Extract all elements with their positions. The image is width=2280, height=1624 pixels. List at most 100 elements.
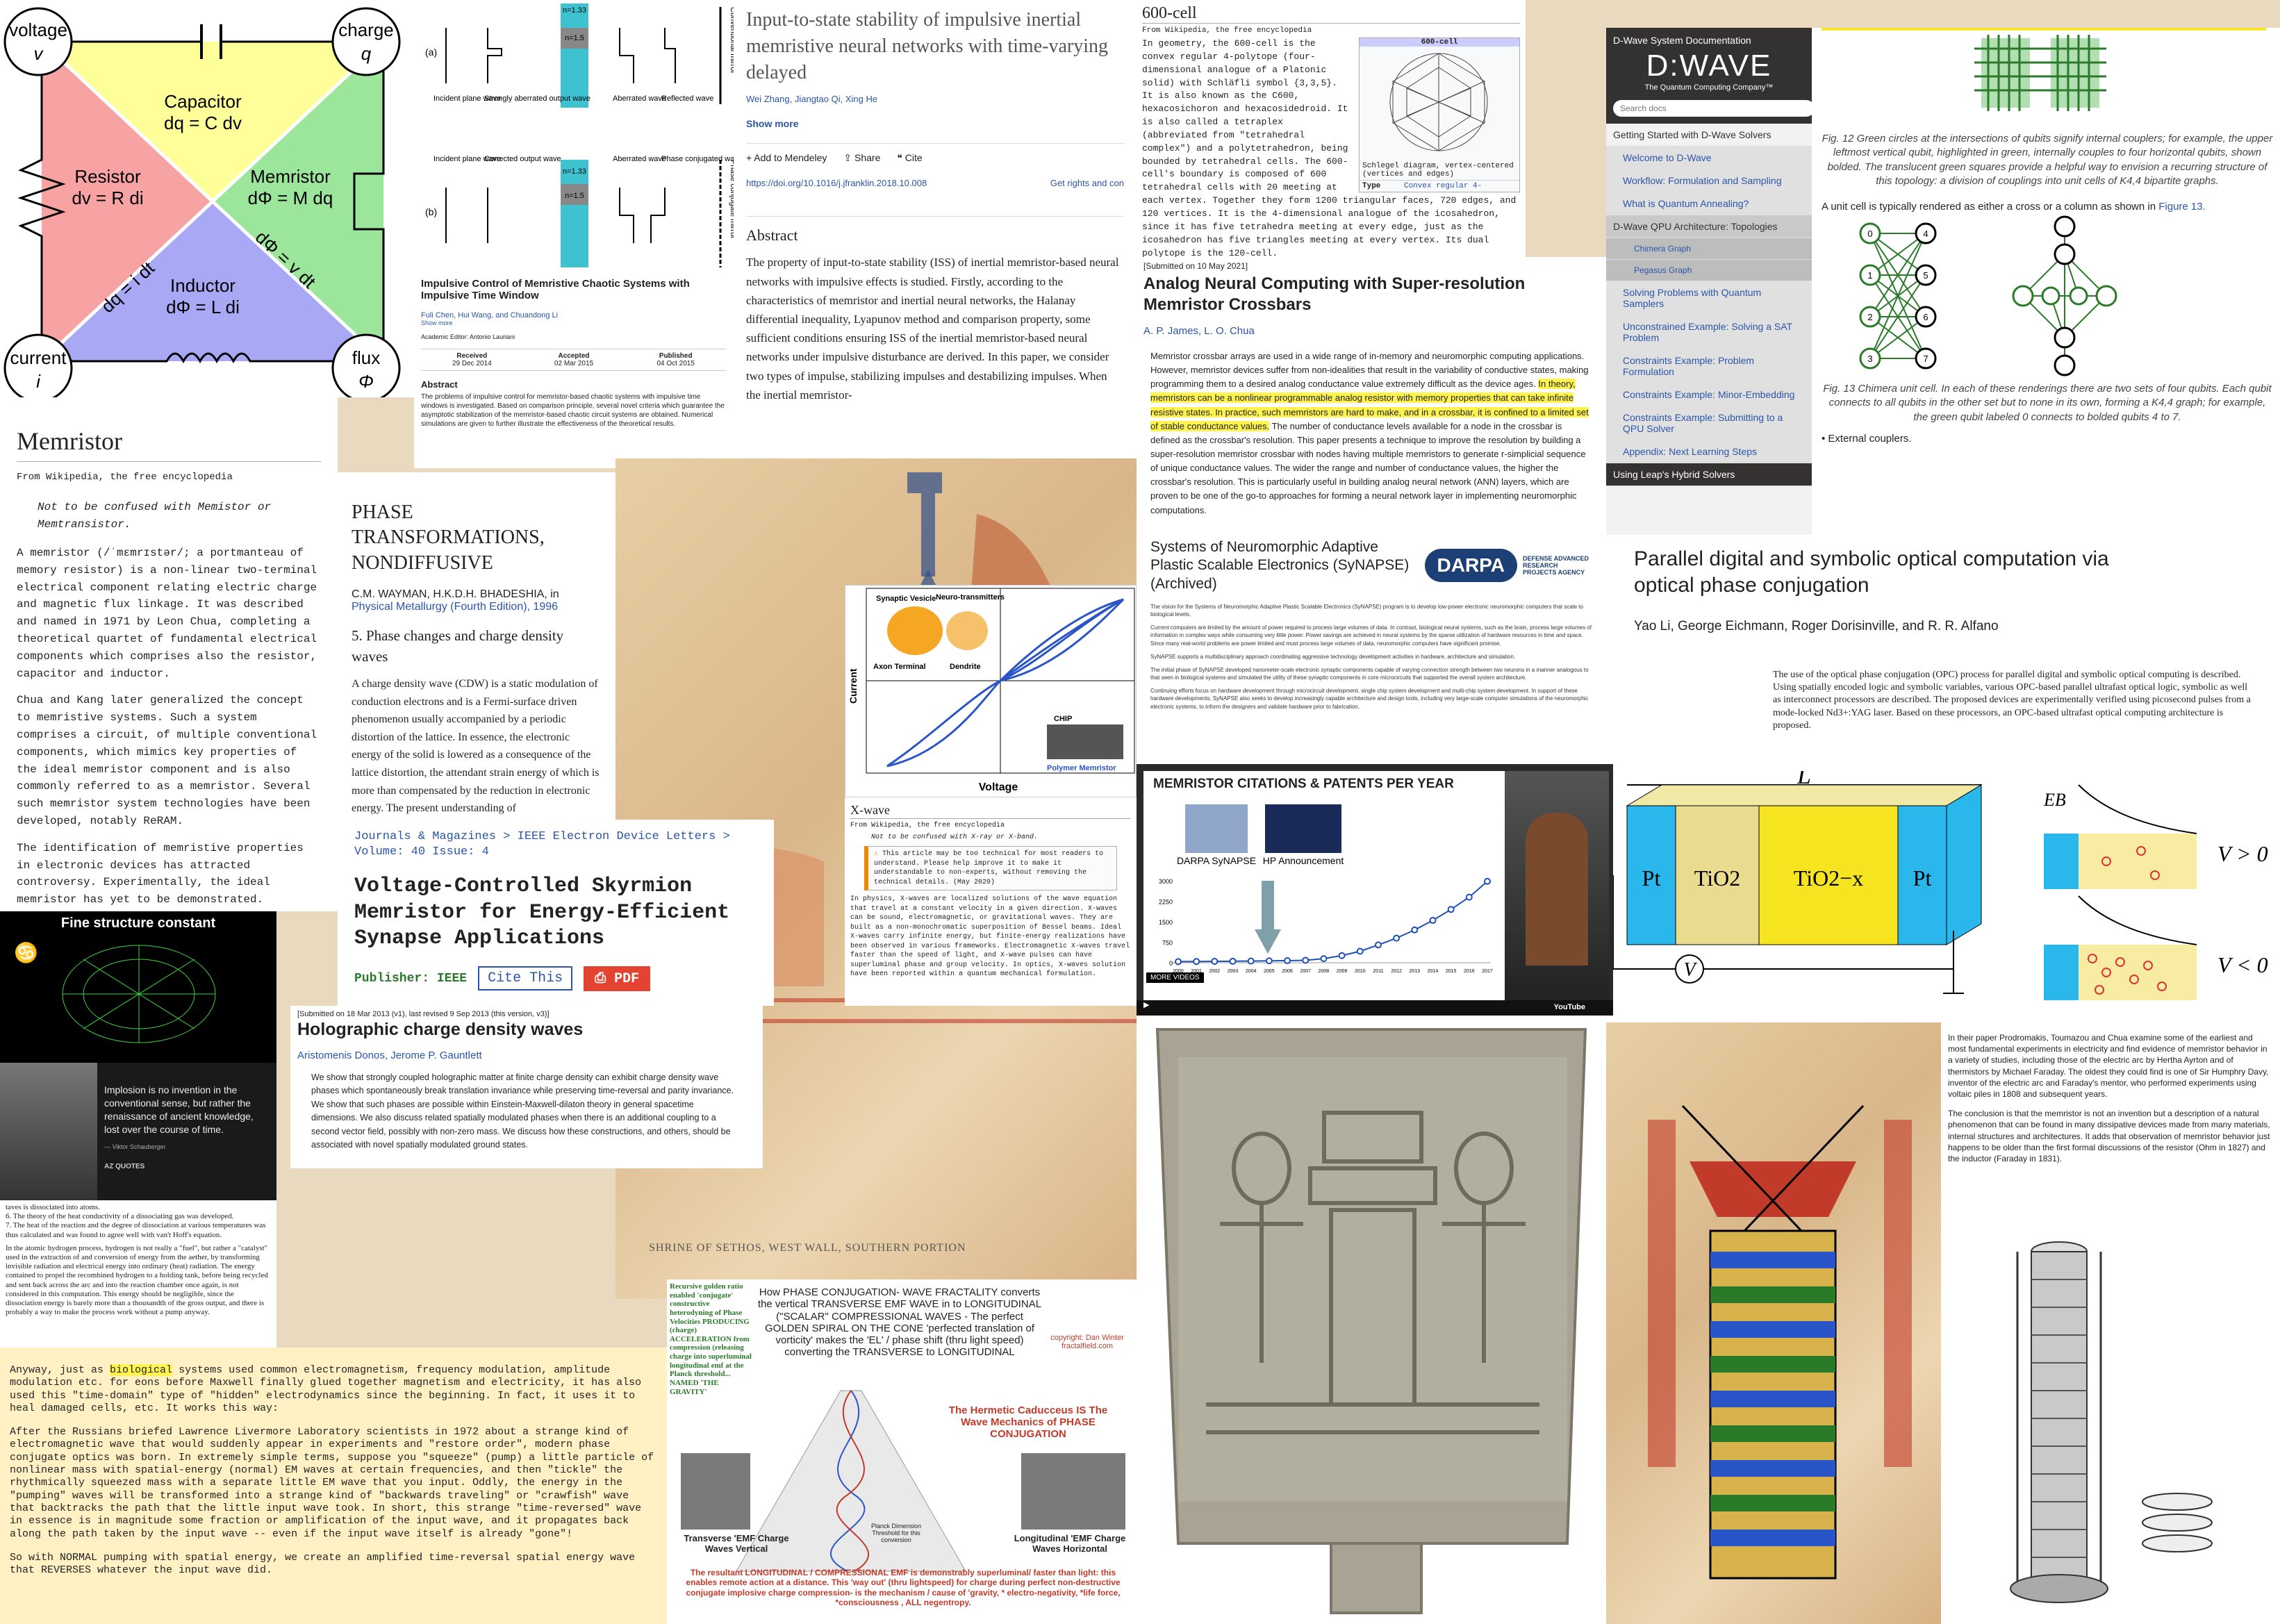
nav-leap-hybrid[interactable]: Using Leap's Hybrid Solvers — [1606, 463, 1812, 486]
citation-point — [1193, 958, 1200, 966]
quote-source-tag: AZ QUOTES — [104, 1162, 145, 1170]
cite-button[interactable]: ❝ Cite — [897, 152, 923, 164]
youtube-logo[interactable]: YouTube — [1553, 1003, 1585, 1011]
doi-link[interactable]: https://doi.org/10.1016/j.jfranklin.2018… — [746, 178, 927, 189]
stone-tablet-photo — [1137, 1016, 1606, 1624]
flux-label: flux — [352, 347, 380, 368]
nav-chimera[interactable]: Chimera Graph — [1606, 238, 1812, 260]
current-symbol: i — [36, 371, 41, 392]
nav-workflow[interactable]: Workflow: Formulation and Sampling — [1606, 169, 1812, 192]
ann-authors[interactable]: A. P. James, L. O. Chua — [1143, 325, 1255, 337]
memristor-wiki-from: From Wikipedia, the free encyclopedia — [17, 471, 233, 483]
diss-t1: taves is dissociated into atoms. — [6, 1203, 100, 1211]
phase-conjugate-mirror-label: Phase conjugate mirror — [729, 160, 734, 239]
dwave-nav: Getting Started with D-Wave Solvers Welc… — [1606, 124, 1812, 486]
current-label: current — [10, 347, 67, 368]
type-value[interactable]: Convex regular 4- — [1404, 182, 1482, 190]
x-tick-label: 2004 — [1246, 969, 1257, 974]
ieee-title: Voltage-Controlled Skyrmion Memristor fo… — [354, 875, 730, 951]
ieee-breadcrumb[interactable]: Journals & Magazines > IEEE Electron Dev… — [354, 830, 730, 859]
longitudinal-label: Longitudinal 'EMF Charge Waves Horizonta… — [1014, 1533, 1126, 1554]
holo-abstract: We show that strongly coupled holographi… — [311, 1072, 734, 1150]
nav-qpu-architecture[interactable]: D-Wave QPU Architecture: Topologies — [1606, 215, 1812, 238]
show-more-link[interactable]: Show more — [421, 320, 453, 326]
darpa-p5: Continuing efforts focus on hardware dev… — [1150, 688, 1589, 710]
pt-left-label: Pt — [1642, 865, 1661, 890]
polytope-image — [1389, 53, 1488, 151]
more-videos-label[interactable]: MORE VIDEOS — [1146, 972, 1204, 983]
dwave-brand-title[interactable]: D-Wave System Documentation — [1613, 35, 1751, 46]
djed-image — [1648, 1104, 1912, 1580]
speaker-video-frame — [1505, 771, 1609, 1000]
n-15-label-b: n=1.5 — [565, 192, 584, 200]
docs-search-input[interactable] — [1613, 100, 1815, 117]
nav-solving[interactable]: Solving Problems with Quantum Samplers — [1606, 281, 1812, 315]
tio2-svg: L Pt TiO2 TiO2−x Pt V EB V > 0 V < 0 — [1612, 771, 2268, 1000]
memristor-p3: The identification of memristive propert… — [17, 841, 304, 906]
tio2x-label: TiO2−x — [1794, 865, 1863, 890]
fractality-bottom-text: The resultant LONGITUDINAL / COMPRESSION… — [686, 1568, 1121, 1608]
nav-constraints-submitting[interactable]: Constraints Example: Submitting to a QPU… — [1606, 406, 1812, 440]
citations-chart-title: MEMRISTOR CITATIONS & PATENTS PER YEAR — [1153, 777, 1454, 791]
citation-point — [1211, 958, 1219, 966]
inductor-symbol — [42, 352, 383, 364]
y-tick-label: 750 — [1162, 940, 1173, 947]
dwave-tagline: The Quantum Computing Company™ — [1644, 83, 1774, 92]
synaptic-vesicle-label: Synaptic Vesicle — [876, 595, 936, 603]
top-label-3: Aberrated wave — [613, 94, 666, 103]
nav-pegasus[interactable]: Pegasus Graph — [1606, 260, 1812, 281]
darpa-thumbnail — [1185, 804, 1248, 853]
schauberger-quote-card: Implosion is no invention in the convent… — [0, 1063, 276, 1200]
abstract-heading: Abstract — [421, 379, 458, 390]
nav-constraints-embedding[interactable]: Constraints Example: Minor-Embedding — [1606, 383, 1812, 406]
dwave-logo: D:WAVE — [1646, 49, 1772, 83]
paper-title: Impulsive Control of Memristive Chaotic … — [421, 278, 690, 301]
share-button[interactable]: ⇪ Share — [843, 152, 881, 164]
memristor-wiki-article: Memristor From Wikipedia, the free encyc… — [0, 397, 338, 911]
fig12-caption: Fig. 12 Green circles at the intersectio… — [1821, 133, 2273, 187]
cite-this-button[interactable]: Cite This — [478, 966, 573, 991]
nav-constraints-formulation[interactable]: Constraints Example: Problem Formulation — [1606, 349, 1812, 383]
video-controls[interactable]: ▶ YouTube — [1137, 1000, 1613, 1016]
resistor-symbol — [17, 42, 66, 361]
nav-quantum-annealing[interactable]: What is Quantum Annealing? — [1606, 192, 1812, 215]
play-icon[interactable]: ▶ — [1143, 1001, 1150, 1009]
dates-row: Received 29 Dec 2014 Accepted 02 Mar 2015 … — [421, 349, 727, 371]
analog-nn-abstract: [Submitted on 10 May 2021] Analog Neural… — [1137, 257, 1606, 531]
iss-authors[interactable]: Wei Zhang, Jiangtao Qi, Xing He — [746, 94, 878, 105]
figure13-link[interactable]: Figure 13. — [2158, 201, 2206, 213]
n-133-label-b: n=1.33 — [563, 167, 586, 176]
x-tick-label: 2010 — [1355, 969, 1366, 974]
pdf-button[interactable]: ⎙ PDF — [584, 966, 651, 991]
nav-welcome[interactable]: Welcome to D-Wave — [1606, 147, 1812, 169]
synapse-memristor-figure: Synaptic Vesicle Neuro-transmitters Axon… — [845, 585, 1137, 797]
x-tick-label: 2006 — [1282, 969, 1293, 974]
axon-terminal-label: Axon Terminal — [873, 663, 926, 671]
published-label: Published — [659, 352, 693, 360]
x-tick-label: 2014 — [1428, 969, 1439, 974]
accepted-label: Accepted — [558, 352, 590, 360]
hysteresis-svg: Synaptic Vesicle Neuro-transmitters Axon… — [848, 588, 1135, 793]
rights-link[interactable]: Get rights and con — [1050, 178, 1124, 189]
holo-authors[interactable]: Aristomenis Donos, Jerome P. Gauntlett — [297, 1050, 482, 1061]
darpa-agency: DEFENSE ADVANCED RESEARCH PROJECTS AGENC… — [1523, 555, 1589, 577]
tablet-image — [1155, 1028, 1587, 1614]
neurotransmitters-label: Neuro-transmitters — [936, 593, 1005, 602]
darpa-logo: DARPA — [1424, 549, 1517, 583]
received-label: Received — [456, 352, 488, 360]
memristor-p2: Chua and Kang later generalized the conc… — [17, 694, 317, 828]
add-mendeley-button[interactable]: + Add to Mendeley — [746, 152, 827, 164]
nav-appendix[interactable]: Appendix: Next Learning Steps — [1606, 440, 1812, 463]
citation-point — [1411, 926, 1419, 934]
x-tick-label: 2011 — [1373, 969, 1383, 974]
iss-show-more[interactable]: Show more — [746, 118, 799, 130]
current-axis-label: Current — [848, 668, 859, 704]
nav-sat[interactable]: Unconstrained Example: Solving a SAT Pro… — [1606, 315, 1812, 349]
paper-authors[interactable]: Fuli Chen, Hui Wang, and Chuandong Li — [421, 311, 559, 320]
diss-t4: In the atomic hydrogen process, hydrogen… — [6, 1243, 268, 1317]
memristor-symbol — [353, 42, 385, 361]
djed-pillar-painting — [1606, 1022, 1941, 1624]
nav-getting-started[interactable]: Getting Started with D-Wave Solvers — [1606, 124, 1812, 147]
pt-source[interactable]: Physical Metallurgy (Fourth Edition), 19… — [352, 601, 559, 613]
fine-structure-card: Fine structure constant ♋ — [0, 911, 276, 1063]
